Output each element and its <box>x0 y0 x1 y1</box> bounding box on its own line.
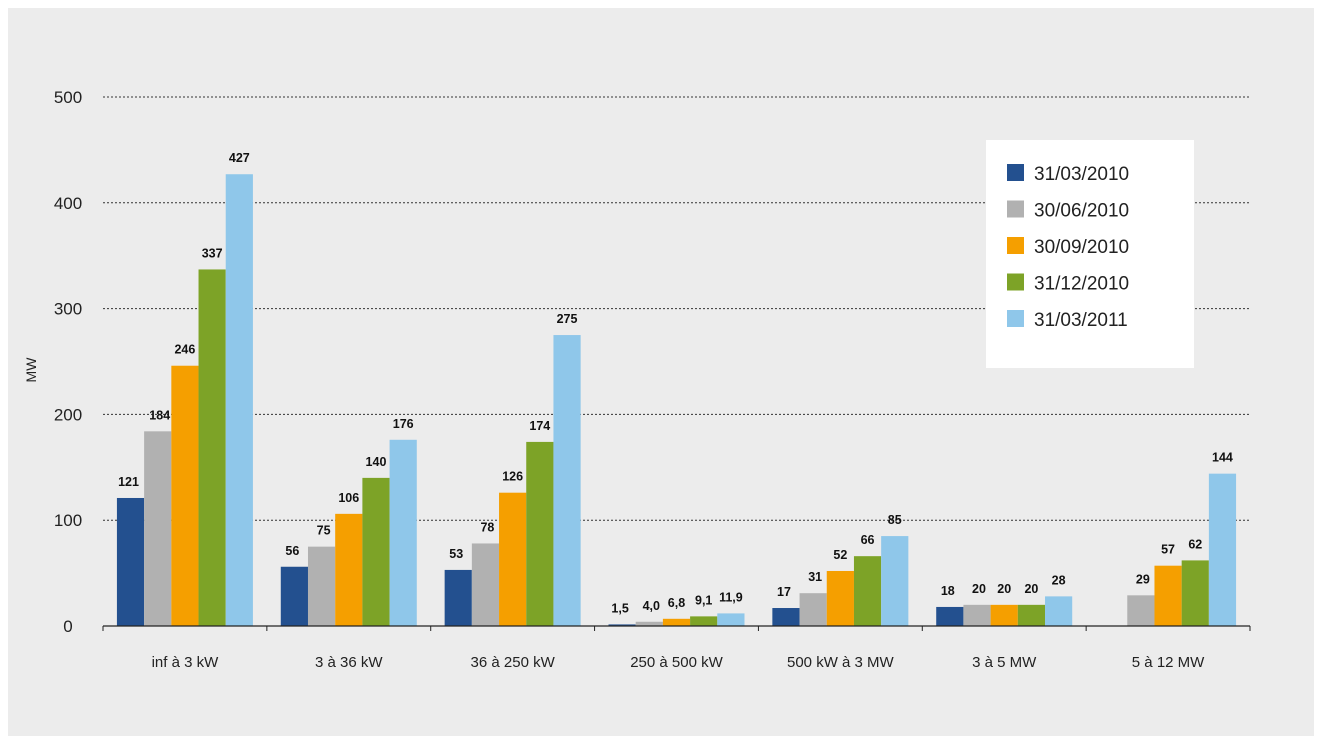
data-label: 4,0 <box>643 599 660 613</box>
data-label: 18 <box>941 584 955 598</box>
bar <box>826 570 854 626</box>
data-label: 62 <box>1188 537 1202 551</box>
bar <box>963 604 991 626</box>
x-tick-label: 250 à 500 kW <box>630 654 723 671</box>
bar <box>335 513 363 626</box>
legend-swatch <box>1007 237 1024 254</box>
data-label: 337 <box>202 246 223 260</box>
y-axis-label: MW <box>23 357 39 383</box>
y-tick-label: 500 <box>54 88 82 107</box>
y-tick-label: 200 <box>54 405 82 424</box>
data-label: 174 <box>529 419 550 433</box>
y-tick-label: 100 <box>54 511 82 530</box>
legend-swatch <box>1007 310 1024 327</box>
bar <box>936 606 964 626</box>
bar <box>662 618 691 626</box>
data-label: 126 <box>502 470 523 484</box>
bar <box>608 624 636 626</box>
data-label: 140 <box>366 455 387 469</box>
bar <box>362 477 390 626</box>
bar <box>116 497 145 626</box>
legend-swatch <box>1007 200 1024 218</box>
y-tick-label: 300 <box>54 300 82 319</box>
data-label: 56 <box>285 544 299 558</box>
bar <box>990 604 1018 626</box>
data-label: 28 <box>1052 573 1066 587</box>
bar <box>853 556 882 626</box>
bar <box>280 566 308 626</box>
data-label: 31 <box>808 570 822 584</box>
data-label: 20 <box>997 582 1011 596</box>
legend-swatch <box>1007 273 1024 291</box>
data-label: 57 <box>1161 543 1175 557</box>
bar <box>499 492 527 626</box>
y-tick-label: 0 <box>63 617 72 636</box>
bar <box>881 536 909 626</box>
data-label: 275 <box>557 312 578 326</box>
x-tick-label: 5 à 12 MW <box>1132 654 1205 671</box>
bar <box>799 593 827 626</box>
data-label: 184 <box>149 408 170 422</box>
data-label: 9,1 <box>695 593 712 607</box>
x-tick-label: inf à 3 kW <box>152 654 220 671</box>
bar <box>690 616 718 626</box>
bar <box>307 546 336 626</box>
data-label: 85 <box>888 513 902 527</box>
legend-label: 30/09/2010 <box>1034 237 1129 258</box>
bar <box>635 621 663 626</box>
x-tick-label: 3 à 36 kW <box>315 654 383 671</box>
bar <box>389 439 417 626</box>
data-label: 176 <box>393 417 414 431</box>
bar <box>717 613 745 626</box>
data-label: 20 <box>1024 582 1038 596</box>
bar <box>144 431 172 626</box>
data-label: 121 <box>118 475 139 489</box>
bar <box>1045 596 1073 626</box>
data-label: 53 <box>449 547 463 561</box>
bar <box>1208 473 1237 626</box>
bar <box>471 543 500 626</box>
data-label: 11,9 <box>719 590 743 604</box>
data-label: 144 <box>1212 451 1233 465</box>
y-tick-label: 400 <box>54 194 82 213</box>
x-tick-label: 3 à 5 MW <box>972 654 1037 671</box>
bar <box>198 269 226 626</box>
bar <box>1127 595 1155 626</box>
data-label: 78 <box>480 520 494 534</box>
data-label: 17 <box>777 585 791 599</box>
data-label: 106 <box>338 491 359 505</box>
legend-label: 31/03/2010 <box>1034 164 1129 185</box>
bar <box>553 335 581 626</box>
bar <box>772 608 800 626</box>
bar <box>225 174 253 626</box>
bar <box>444 569 472 626</box>
data-label: 52 <box>833 548 847 562</box>
data-label: 20 <box>972 582 986 596</box>
legend-label: 31/03/2011 <box>1034 310 1128 331</box>
data-label: 246 <box>174 343 195 357</box>
data-label: 29 <box>1136 572 1150 586</box>
bar <box>1181 560 1209 626</box>
data-label: 66 <box>861 533 875 547</box>
data-label: 1,5 <box>611 601 628 615</box>
legend-label: 30/06/2010 <box>1034 201 1129 222</box>
bar <box>171 365 199 626</box>
legend-label: 31/12/2010 <box>1034 274 1129 295</box>
bar <box>1154 565 1182 626</box>
bar <box>526 441 554 626</box>
data-label: 75 <box>317 524 331 538</box>
legend-swatch <box>1007 164 1024 181</box>
data-label: 6,8 <box>668 596 685 610</box>
bar <box>1017 604 1046 626</box>
x-tick-label: 500 kW à 3 MW <box>787 654 895 671</box>
x-tick-label: 36 à 250 kW <box>471 654 556 671</box>
data-label: 427 <box>229 151 250 165</box>
